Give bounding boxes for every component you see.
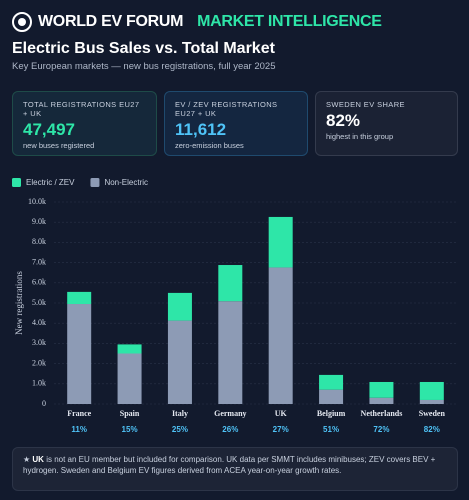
kpi-value: 11,612 xyxy=(175,120,227,139)
bar-segment xyxy=(67,291,92,305)
share-label: 51% xyxy=(323,425,339,434)
legend-swatch xyxy=(90,178,100,187)
kpi-value: 47,497 xyxy=(23,120,75,139)
kpi-label: TOTAL REGISTRATIONS EU27 + UK xyxy=(23,100,140,118)
brand: WORLD EV FORUM MARKET INTELLIGENCE xyxy=(12,10,382,34)
share-label: 15% xyxy=(122,425,138,434)
kpi-value: 82% xyxy=(326,111,361,130)
bar-segment xyxy=(319,374,344,390)
logo xyxy=(12,12,32,32)
y-tick-label: 1.0k xyxy=(32,379,46,388)
bar-segment xyxy=(369,397,394,404)
brand-name: WORLD EV FORUM xyxy=(38,13,184,30)
bar-segment xyxy=(419,399,444,404)
bar-segment xyxy=(167,292,192,321)
legend-label: Electric / ZEV xyxy=(26,178,75,187)
chart: New registrations 0 1.0k 2.0k 3.0k 4.0k 5.0k 6… xyxy=(12,178,457,434)
x-tick-label: Germany xyxy=(214,409,246,418)
legend-label: Non-Electric xyxy=(104,178,148,187)
x-tick-label: France xyxy=(67,409,91,418)
bar-segment xyxy=(117,353,142,404)
share-label: 26% xyxy=(222,425,238,434)
y-tick-label: 3.0k xyxy=(32,338,46,347)
share-label: 82% xyxy=(424,425,440,434)
legend-swatch xyxy=(12,178,21,187)
bar-segment xyxy=(268,267,293,404)
y-tick-label: 5.0k xyxy=(32,298,46,307)
y-tick-label: 9.0k xyxy=(32,217,46,226)
share-label: 72% xyxy=(373,425,389,434)
note-text: is not an EU member but included for com… xyxy=(23,455,436,475)
y-tick-label: 7.0k xyxy=(32,257,46,266)
x-tick-label: UK xyxy=(275,409,288,418)
note-bold: UK xyxy=(32,455,44,464)
kpi-card: TOTAL REGISTRATIONS EU27 + UK 47,497 new… xyxy=(12,91,157,156)
footnote: ★ UK is not an EU member but included fo… xyxy=(12,447,458,491)
bar-segment xyxy=(117,344,142,354)
bar-segment xyxy=(268,216,293,268)
x-tick-label: Belgium xyxy=(317,409,346,418)
bar-segment xyxy=(419,381,444,400)
x-tick-label: Sweden xyxy=(419,409,446,418)
y-tick-label: 4.0k xyxy=(32,318,46,327)
kpi-label: SWEDEN EV SHARE xyxy=(326,100,405,109)
kpi-sub: new buses registered xyxy=(23,141,95,150)
bar-segment xyxy=(67,304,92,404)
y-axis-label: New registrations xyxy=(14,271,24,335)
bar-segment xyxy=(218,301,243,404)
bar-segment xyxy=(167,320,192,404)
kpi-card: SWEDEN EV SHARE 82% highest in this grou… xyxy=(315,91,458,156)
share-label: 27% xyxy=(273,425,289,434)
bar-segment xyxy=(369,381,394,398)
y-tick-label: 10.0k xyxy=(28,197,46,206)
section-name: MARKET INTELLIGENCE xyxy=(197,13,382,30)
y-tick-label: 8.0k xyxy=(32,237,46,246)
y-tick-label: 6.0k xyxy=(32,278,46,287)
kpi-sub: highest in this group xyxy=(326,132,394,141)
share-label: 25% xyxy=(172,425,188,434)
kpi-card: EV / ZEV REGISTRATIONS EU27 + UK 11,612 … xyxy=(164,91,308,156)
chart-title: Electric Bus Sales vs. Total Market xyxy=(12,40,275,57)
bar-segment xyxy=(319,389,344,404)
kpi-sub: zero-emission buses xyxy=(175,141,244,150)
chart-subtitle: Key European markets — new bus registrat… xyxy=(12,61,276,72)
x-tick-label: Spain xyxy=(120,409,140,418)
bar-segment xyxy=(218,265,243,302)
kpi-label: EV / ZEV REGISTRATIONS EU27 + UK xyxy=(175,100,278,118)
note-icon: ★ xyxy=(23,455,31,464)
share-label: 11% xyxy=(71,425,87,434)
y-tick-label: 2.0k xyxy=(32,358,46,367)
y-tick-label: 0 xyxy=(42,399,46,408)
x-tick-label: Italy xyxy=(172,409,188,418)
x-tick-label: Netherlands xyxy=(361,409,403,418)
